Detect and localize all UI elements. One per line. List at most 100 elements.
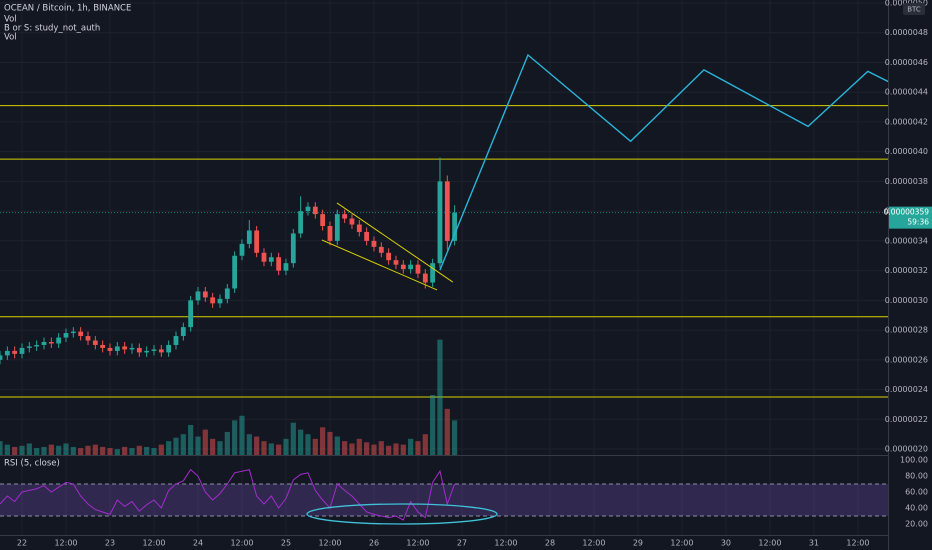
volume-bar: [195, 436, 201, 455]
volume-bar: [452, 420, 458, 455]
candle-body: [239, 243, 245, 256]
volume-bar: [415, 441, 421, 455]
x-tick-label: 12:00: [54, 539, 77, 548]
volume-bar: [305, 434, 311, 455]
rsi-tick-label: 100.00: [900, 456, 928, 465]
volume-bar: [136, 445, 142, 455]
wedge-line: [336, 202, 454, 283]
y-tick-label: 0.0000034: [885, 236, 928, 245]
axes: 0.0000020 0.0000022 0.0000024 0.0000026 0.00…: [17, 0, 932, 548]
y-tick-label: 0.0000040: [885, 147, 928, 156]
y-tick-label: 0.0000048: [885, 28, 928, 37]
volume-bar: [334, 436, 340, 455]
volume-bar: [327, 431, 333, 455]
x-tick-label: 31: [809, 539, 819, 548]
candle-body: [408, 264, 414, 270]
rsi-highlight: [306, 503, 498, 525]
volume-bar: [224, 431, 230, 455]
candle-body: [48, 341, 54, 344]
candle-body: [34, 344, 40, 347]
x-tick-label: 24: [193, 539, 203, 548]
candle-body: [217, 298, 223, 304]
volume-bar: [232, 420, 238, 455]
x-tick-label: 29: [633, 539, 643, 548]
x-tick-label: 23: [105, 539, 115, 548]
candle-body: [378, 246, 384, 253]
candle-body: [371, 240, 377, 247]
candle-body: [12, 350, 18, 354]
candle-body: [195, 291, 201, 301]
volume-bar: [56, 445, 62, 455]
rsi-title: RSI (5, close): [4, 459, 60, 469]
candle-body: [114, 346, 120, 351]
y-tick-label: 0.0000022: [885, 415, 928, 424]
candle-body: [173, 336, 179, 345]
candle-body: [334, 214, 340, 241]
currency: BTC: [907, 6, 921, 14]
volume-bar: [63, 443, 69, 455]
volume-bar: [254, 436, 260, 455]
volume-bar: [210, 438, 216, 455]
candle-body: [415, 264, 421, 274]
candle-body: [188, 300, 194, 328]
volume-bar: [261, 441, 267, 455]
plot: [0, 53, 895, 521]
rsi-tick-label: 20.00: [905, 520, 928, 529]
candle-body: [26, 346, 32, 348]
candle-body: [129, 347, 135, 350]
volume-bar: [34, 448, 40, 455]
volume-bar: [298, 429, 304, 455]
x-tick-label: 12:00: [318, 539, 341, 548]
candle-body: [452, 212, 458, 241]
volume-bar: [41, 446, 47, 455]
candle-body: [444, 181, 450, 241]
volume-bar: [180, 434, 186, 455]
countdown: 59:36: [907, 218, 929, 227]
volume-bar: [312, 438, 318, 455]
volume-bar: [166, 441, 172, 455]
candle-body: [70, 331, 76, 334]
candle-body: [364, 231, 370, 241]
volume-bar: [129, 448, 135, 455]
volume-bar: [92, 444, 98, 455]
candle-body: [0, 355, 3, 360]
legend-study: Vol: [4, 15, 17, 25]
y-tick-label: 0.0000046: [885, 58, 928, 67]
candle-body: [320, 214, 326, 227]
volume-bar: [283, 438, 289, 455]
x-tick-label: 22: [17, 539, 27, 548]
candle-body: [85, 336, 91, 341]
volume-bar: [349, 443, 355, 455]
volume-bar: [70, 446, 76, 455]
candle-body: [92, 340, 98, 345]
volume-bar: [422, 434, 428, 455]
y-tick-label: 0.0000044: [885, 88, 928, 97]
price-axis: [888, 0, 932, 550]
volume-bar: [290, 422, 296, 455]
candle-body: [63, 333, 69, 338]
rsi-tick-label: 40.00: [905, 504, 928, 513]
candle-body: [210, 297, 216, 304]
x-tick-label: 12:00: [758, 539, 781, 548]
candle-body: [400, 264, 406, 270]
volume-bar: [320, 427, 326, 455]
candle-body: [437, 181, 443, 264]
volume-bar: [408, 438, 414, 455]
volume-bar: [4, 444, 10, 455]
candle-body: [349, 218, 355, 225]
volume-bar: [342, 441, 348, 455]
candle-body: [144, 350, 150, 353]
candle-body: [393, 260, 399, 265]
volume-bar: [202, 429, 208, 455]
candle-body: [56, 337, 62, 344]
currency-badge[interactable]: [903, 3, 925, 15]
candle-body: [276, 257, 282, 271]
candle-body: [298, 211, 304, 234]
price-label: 0.00000359: [884, 208, 930, 217]
candle-body: [100, 344, 106, 348]
candle-body: [4, 350, 10, 356]
x-tick-label: 12:00: [846, 539, 869, 548]
volume-bar: [378, 441, 384, 455]
